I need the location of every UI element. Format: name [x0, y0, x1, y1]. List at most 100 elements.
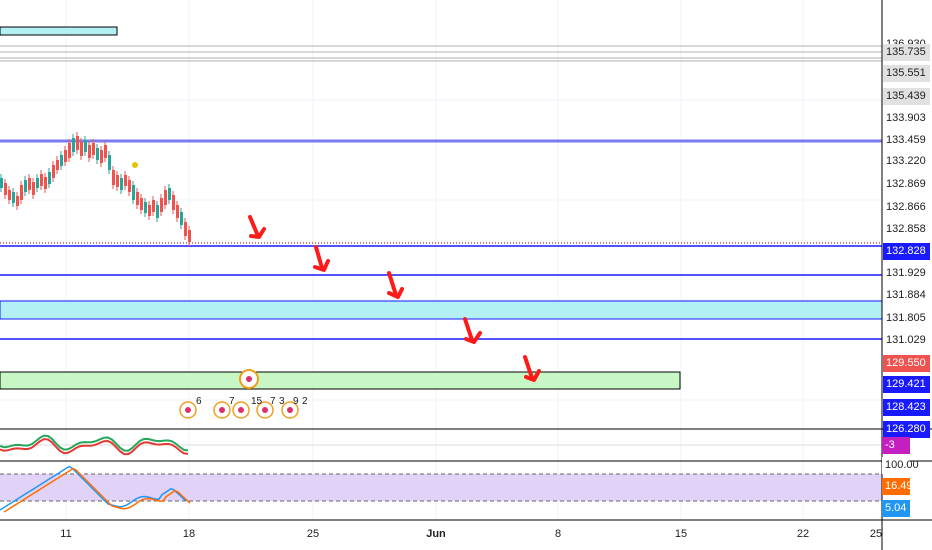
candle-body — [80, 142, 83, 156]
time-label: 25 — [306, 528, 320, 540]
candle-body — [32, 182, 35, 195]
candle-body — [36, 178, 39, 188]
candle-body — [8, 190, 11, 200]
price-label: 133.220 — [883, 153, 930, 170]
event-count: 15 — [251, 396, 263, 407]
price-label: 132.866 — [883, 199, 930, 216]
price-label: 131.929 — [883, 265, 930, 282]
candle-body — [76, 136, 79, 150]
arrow-down-icon — [387, 271, 404, 299]
candle-body — [168, 188, 171, 200]
candle-body — [12, 192, 15, 203]
event-count: 3 — [279, 396, 285, 407]
candle-body — [24, 180, 27, 192]
stochastic-pane — [0, 465, 882, 513]
candle-body — [180, 212, 183, 225]
time-label: 11 — [60, 528, 72, 540]
candle-body — [108, 155, 111, 170]
grid — [0, 0, 882, 520]
candle-body — [68, 143, 71, 158]
price-label: 132.828 — [883, 243, 930, 260]
candle-body — [140, 198, 143, 210]
price-label: 132.858 — [883, 221, 930, 238]
candle-body — [72, 138, 75, 152]
candle-body — [16, 196, 19, 206]
indicator-label: 16.49 — [882, 478, 913, 495]
candle-body — [56, 160, 59, 170]
candle-body — [120, 178, 123, 190]
price-label: 128.423 — [883, 399, 930, 416]
price-label: 131.884 — [883, 287, 930, 304]
candle-body — [160, 198, 163, 212]
price-label: 129.550 — [883, 355, 930, 372]
candle-body — [28, 178, 31, 190]
candle-body — [188, 230, 191, 242]
candle-body — [48, 172, 51, 184]
candle-body — [0, 178, 3, 188]
candlesticks — [0, 132, 191, 246]
candle-body — [4, 183, 7, 195]
event-count: 7 — [270, 396, 276, 407]
event-count: 2 — [302, 396, 308, 407]
event-markers[interactable] — [179, 369, 299, 419]
time-label: 25 — [869, 528, 883, 540]
event-count: 7 — [229, 396, 235, 407]
candle-body — [156, 205, 159, 218]
arrow-down-icon — [463, 317, 482, 344]
candle-body — [184, 222, 187, 236]
candle-body — [88, 145, 91, 158]
candle-body — [144, 202, 147, 213]
candle-body — [148, 205, 151, 216]
price-label: 131.805 — [883, 310, 930, 327]
arrow-down-icon — [313, 245, 330, 272]
time-label: 8 — [554, 528, 562, 540]
price-label: 135.439 — [883, 88, 930, 105]
candle-body — [112, 170, 115, 185]
candle-body — [164, 190, 167, 205]
event-count-labels: 6 7 15 7 3 9 2 — [196, 396, 308, 407]
time-label: 18 — [182, 528, 196, 540]
red-arrows — [248, 215, 541, 382]
candle-body — [152, 200, 155, 212]
green-zone[interactable] — [0, 371, 681, 390]
price-label: 131.029 — [883, 332, 930, 349]
candle-body — [40, 174, 43, 186]
price-label: 132.869 — [883, 176, 930, 193]
candle-body — [52, 165, 55, 178]
cyan-marker-box[interactable] — [0, 26, 118, 36]
price-label: 126.280 — [883, 421, 930, 438]
cyan-zone[interactable] — [0, 300, 883, 320]
price-label: 133.459 — [883, 132, 930, 149]
price-label: 135.735 — [883, 44, 930, 61]
indicator-label: 5.04 — [882, 500, 910, 517]
signal-dot — [132, 162, 138, 168]
oscillator-pane — [0, 434, 882, 456]
time-label: Jun — [426, 528, 446, 540]
candle-body — [128, 180, 131, 192]
candle-body — [96, 148, 99, 160]
candle-body — [100, 150, 103, 163]
candle-body — [20, 185, 23, 200]
candle-body — [92, 143, 95, 155]
price-label: 135.551 — [883, 65, 930, 82]
candle-body — [64, 150, 67, 162]
candle-body — [136, 192, 139, 205]
resistance-lines-grey[interactable] — [0, 45, 882, 62]
indicator-label: -3 — [882, 437, 910, 454]
candle-body — [132, 185, 135, 200]
candle-body — [172, 195, 175, 210]
event-count: 6 — [196, 396, 202, 407]
indicator-label: 100.00 — [882, 457, 919, 474]
arrow-down-icon — [248, 215, 266, 239]
candle-body — [44, 177, 47, 189]
event-count: 9 — [293, 396, 299, 407]
candle-body — [124, 175, 127, 186]
candle-body — [116, 175, 119, 187]
candle-body — [176, 205, 179, 218]
price-label: 133.903 — [883, 110, 930, 127]
candle-body — [104, 145, 107, 158]
candle-body — [84, 140, 87, 152]
time-label: 22 — [796, 528, 810, 540]
price-label: 129.421 — [883, 376, 930, 393]
